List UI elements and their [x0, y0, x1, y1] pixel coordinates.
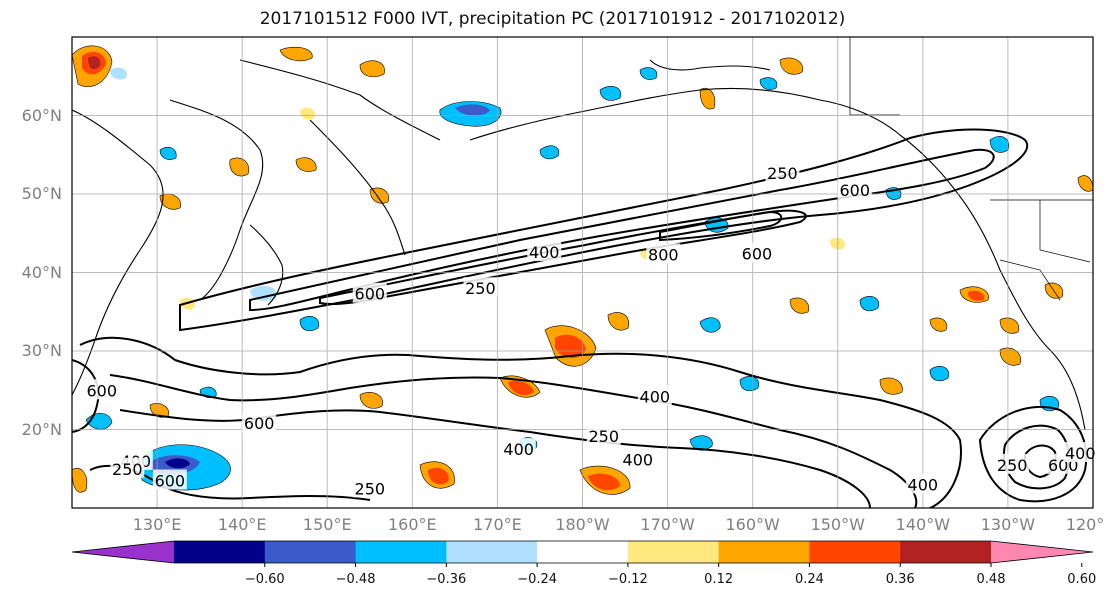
- contour-label-background: [527, 241, 562, 262]
- longitude-tick-label: 180°W: [555, 515, 610, 534]
- colorbar-tick-label: −0.48: [335, 572, 376, 587]
- colorbar-segment: [718, 541, 810, 563]
- colorbar-segment: [446, 541, 538, 563]
- contour-label: 400: [640, 388, 671, 407]
- latitude-tick-label: 30°N: [21, 341, 62, 360]
- precipitation-anomaly-fill: [72, 45, 1093, 495]
- contour-label-background: [352, 477, 387, 498]
- longitude-tick-label: 120°W: [1065, 515, 1105, 534]
- contour-label: 600: [155, 472, 186, 491]
- colorbar-tick-label: 0.36: [885, 572, 915, 587]
- colorbar-segment: [537, 541, 629, 563]
- colorbar-tick-label: −0.12: [607, 572, 648, 587]
- longitude-tick-label: 140°E: [217, 515, 267, 534]
- contour-label-background: [646, 243, 681, 264]
- colorbar-segment: [627, 541, 720, 563]
- contour-label-background: [110, 457, 145, 478]
- coastlines: [72, 59, 1086, 431]
- colorbar-tick-label: 0.48: [976, 572, 1006, 587]
- contour-label-background: [84, 379, 119, 400]
- contour-label: 250: [355, 479, 386, 498]
- contour-label: 400: [1065, 444, 1096, 463]
- latitude-tick-label: 50°N: [21, 184, 62, 203]
- contour-label-background: [152, 469, 187, 490]
- ivt-contours: [72, 128, 1088, 508]
- contour-label: 600: [87, 381, 118, 400]
- colorbar-tick-label: 0.12: [704, 572, 734, 587]
- colorbar-segment: [264, 541, 357, 563]
- colorbar-tick-label: −0.36: [426, 572, 467, 587]
- contour-label: 250: [112, 460, 143, 479]
- colorbar-tick-label: 0.24: [794, 572, 824, 587]
- contour-label: 250: [465, 279, 496, 298]
- contour-label-background: [739, 242, 774, 263]
- contour-label: 600: [244, 414, 275, 433]
- colorbar-segment: [174, 541, 266, 563]
- contour-label: 400: [503, 440, 534, 459]
- longitude-tick-label: 150°W: [810, 515, 865, 534]
- contour-label-background: [905, 473, 940, 494]
- contour-label-background: [837, 179, 872, 200]
- longitude-tick-label: 140°W: [895, 515, 951, 534]
- contour-label: 250: [767, 164, 798, 183]
- map-gridlines: [72, 37, 1093, 508]
- colorbar-segment: [355, 541, 447, 563]
- contour-label: 600: [355, 285, 386, 304]
- contour-label-background: [620, 448, 655, 469]
- colorbar-tick-label: −0.60: [244, 572, 285, 587]
- contour-label-background: [637, 385, 672, 406]
- contour-label: 250: [997, 456, 1028, 475]
- latitude-tick-label: 60°N: [21, 105, 62, 125]
- longitude-tick-label: 170°E: [473, 515, 522, 534]
- contour-label-background: [242, 412, 277, 433]
- colorbar-outline: [71, 540, 1094, 564]
- contour-label: 400: [529, 243, 560, 262]
- colorbar-tick-label: −0.24: [517, 572, 558, 587]
- colorbar-extend-max: [991, 541, 1093, 563]
- longitude-tick-label: 130°E: [132, 515, 182, 534]
- contour-label: 400: [908, 475, 939, 494]
- contour-label-background: [352, 282, 387, 303]
- latitude-tick-label: 20°N: [21, 419, 62, 439]
- map-title: 2017101512 F000 IVT, precipitation PC (2…: [259, 9, 846, 29]
- longitude-tick-label: 130°W: [980, 515, 1036, 534]
- contour-label-background: [1063, 442, 1098, 463]
- colorbar-segment: [900, 541, 992, 563]
- contour-label: 400: [623, 450, 654, 469]
- longitude-tick-label: 150°E: [302, 515, 352, 534]
- latitude-tick-label: 40°N: [21, 262, 62, 282]
- contour-label-background: [995, 453, 1030, 474]
- colorbar-tick-label: 0.60: [1067, 572, 1097, 587]
- colorbar-segment: [809, 541, 901, 563]
- contour-label: 800: [648, 245, 679, 264]
- longitude-tick-label: 160°E: [388, 515, 437, 534]
- contour-label: 600: [839, 181, 870, 200]
- contour-label-background: [765, 161, 800, 182]
- longitude-tick-label: 160°W: [725, 515, 780, 534]
- contour-label-background: [463, 277, 498, 298]
- longitude-tick-label: 170°W: [640, 515, 695, 534]
- colorbar: [71, 540, 1094, 567]
- contour-label-background: [501, 438, 536, 459]
- contour-label: 600: [742, 245, 773, 264]
- contour-label-background: [586, 424, 621, 445]
- contour-label: 250: [588, 427, 619, 446]
- map-frame: [71, 36, 1094, 509]
- colorbar-extend-min: [72, 541, 174, 563]
